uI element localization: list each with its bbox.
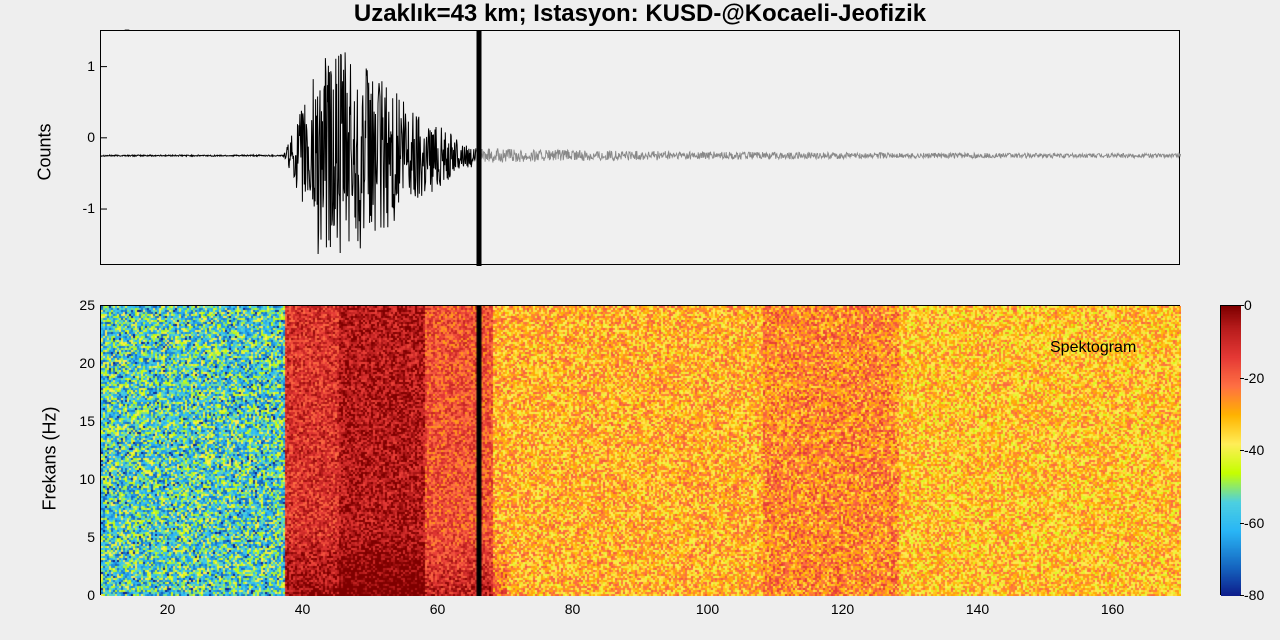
waveform-ytick: 1 xyxy=(55,58,95,74)
colorbar xyxy=(1220,305,1240,595)
spectrogram-xtick: 120 xyxy=(823,601,863,617)
spectrogram-xtick: 40 xyxy=(283,601,323,617)
spectrogram-xtick: 20 xyxy=(148,601,188,617)
spectrogram-xtick: 60 xyxy=(418,601,458,617)
spectrogram-ytick: 10 xyxy=(55,471,95,487)
colorbar-tick: -20 xyxy=(1244,370,1280,386)
waveform-plot xyxy=(100,30,1180,265)
waveform-ytick: -1 xyxy=(55,200,95,216)
spectrogram-ytick: 15 xyxy=(55,413,95,429)
spectrogram-ytick: 25 xyxy=(55,297,95,313)
spectrogram-xtick: 100 xyxy=(688,601,728,617)
colorbar-tick: -40 xyxy=(1244,442,1280,458)
colorbar-tick: 0 xyxy=(1244,297,1280,313)
spectrogram-ytick: 20 xyxy=(55,355,95,371)
spectrogram-ytick: 5 xyxy=(55,529,95,545)
colorbar-tick: -60 xyxy=(1244,515,1280,531)
spectrogram-xtick: 80 xyxy=(553,601,593,617)
spectrogram-plot xyxy=(100,305,1180,595)
spectrogram-ylabel: Frekans (Hz) xyxy=(40,391,61,511)
spectrogram-ytick: 0 xyxy=(55,587,95,603)
spectrogram-xtick: 140 xyxy=(958,601,998,617)
colorbar-tick: -80 xyxy=(1244,587,1280,603)
spectrogram-annotation: Spektogram xyxy=(1050,339,1136,357)
waveform-ytick: 0 xyxy=(55,129,95,145)
chart-title: Uzaklık=43 km; Istasyon: KUSD-@Kocaeli-J… xyxy=(0,0,1280,28)
waveform-ylabel: Counts xyxy=(35,121,56,181)
spectrogram-xtick: 160 xyxy=(1093,601,1133,617)
